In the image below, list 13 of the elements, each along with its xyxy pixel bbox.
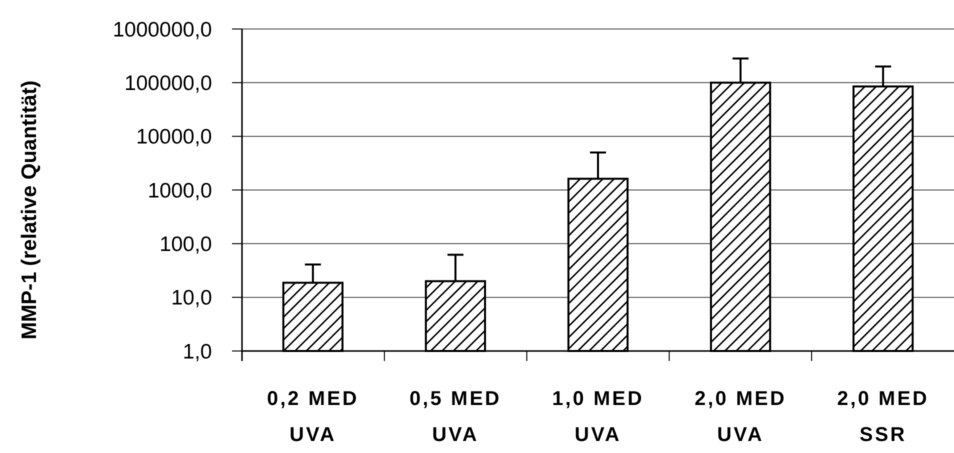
x-tick-label: 0,2 MED UVA <box>267 388 359 446</box>
y-tick-label: 100000,0 <box>124 72 212 96</box>
x-tick-label: 2,0 MED UVA <box>694 388 786 446</box>
y-tick-label: 1,0 <box>182 340 212 364</box>
y-tick-label: 100,0 <box>159 233 212 256</box>
y-tick-label: 1000,0 <box>148 179 212 202</box>
y-tick-label: 10000,0 <box>136 126 212 149</box>
x-tick-label: 0,5 MED UVA <box>410 388 502 446</box>
y-tick-label: 1000000,0 <box>112 18 212 42</box>
x-tick-label: 1,0 MED UVA <box>552 388 644 446</box>
y-axis-title: MMP-1 (relative Quantität) <box>18 80 41 340</box>
x-tick-label: 2,0 MED SSR <box>837 388 929 446</box>
y-tick-label: 10,0 <box>171 286 212 310</box>
